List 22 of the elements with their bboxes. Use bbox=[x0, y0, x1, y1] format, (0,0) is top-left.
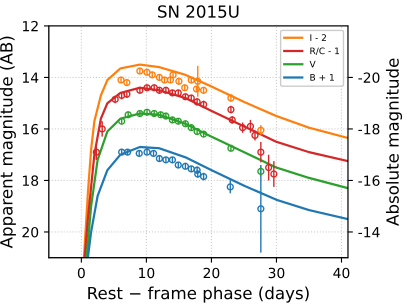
y2-tick-label: -16 bbox=[358, 175, 380, 186]
y-axis-title: Apparent magnitude (AB) bbox=[0, 36, 16, 248]
y2-tick-label: -18 bbox=[358, 124, 380, 134]
y-tick-label: 14 bbox=[22, 72, 38, 83]
y2-axis-title: Absolute magnitude bbox=[386, 58, 402, 226]
y2-tick-label: -14 bbox=[358, 227, 380, 238]
legend-label: V bbox=[310, 60, 316, 68]
y-tick-label: 16 bbox=[22, 124, 38, 134]
y-tick-label: 12 bbox=[22, 20, 38, 32]
y2-tick-label: -20 bbox=[358, 72, 380, 83]
x-tick-label: 20 bbox=[204, 268, 220, 278]
x-tick-label: 10 bbox=[139, 268, 154, 278]
legend-label: I - 2 bbox=[310, 34, 326, 41]
x-tick-label: 40 bbox=[333, 268, 350, 278]
legend-label: B + 1 bbox=[310, 74, 334, 81]
y-tick-label: 18 bbox=[22, 175, 38, 186]
x-tick-label: 30 bbox=[268, 268, 284, 278]
chart-title: SN 2015U bbox=[158, 5, 238, 18]
x-tick-label: 0 bbox=[78, 268, 85, 278]
legend-label: R/C - 1 bbox=[310, 47, 340, 55]
x-axis-title: Rest − frame phase (days) bbox=[88, 286, 309, 303]
y-tick-label: 20 bbox=[22, 226, 38, 238]
